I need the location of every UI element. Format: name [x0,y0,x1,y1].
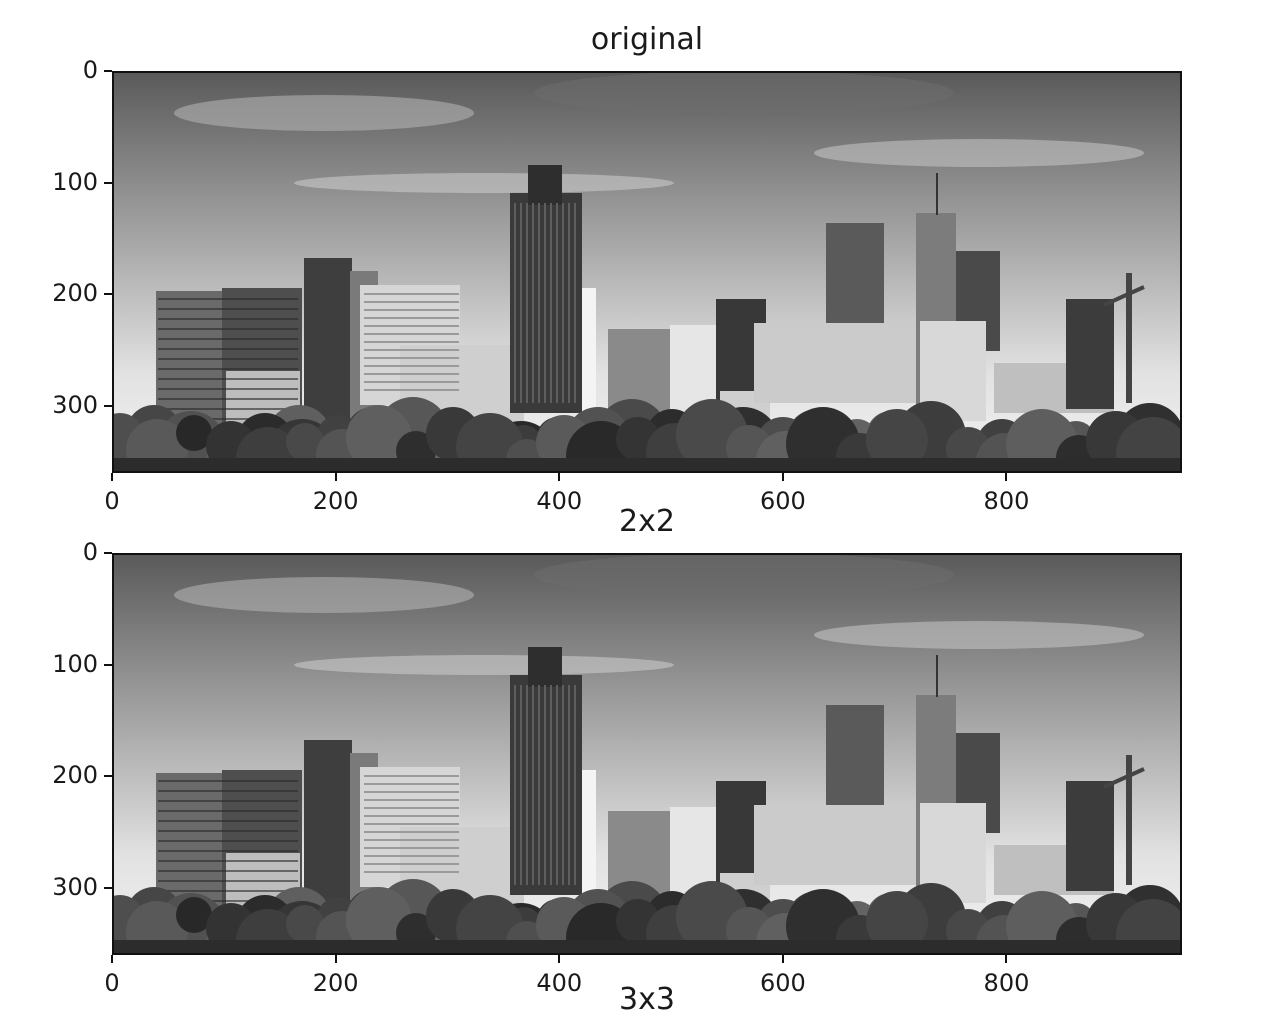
y-tick-label: 0 [82,56,98,84]
y-tick-label: 0 [82,538,98,566]
y-tick-label: 300 [52,391,98,419]
y-tick-label: 100 [52,167,98,196]
y-tick-mark [104,293,112,296]
x-tick-label: 600 [759,487,806,515]
image-axes-2x2 [112,553,1182,955]
x-tick-label: 400 [536,969,583,997]
x-tick-mark [781,473,784,481]
y-tick-mark [104,70,112,72]
x-tick-mark [334,955,337,963]
subplot-title-original: original [590,22,704,57]
x-tick-mark [111,955,113,963]
y-tick-label: 300 [52,873,98,901]
subplot-title-3x3: 3x3 [619,982,675,1017]
grayscale-skyline-image-original [114,73,1180,471]
x-tick-label: 200 [312,487,359,515]
x-tick-label: 800 [983,487,1030,515]
image-axes-original [112,71,1182,473]
x-tick-label: 200 [312,969,359,997]
y-tick-mark [104,663,112,666]
y-tick-mark [104,552,112,554]
grayscale-skyline-image-2x2 [114,555,1180,953]
y-tick-mark [104,887,112,889]
x-tick-label: 0 [104,487,120,515]
y-tick-label: 100 [52,649,98,678]
x-tick-label: 600 [759,969,806,997]
x-tick-mark [558,473,561,481]
subplot-title-2x2: 2x2 [619,504,675,539]
x-tick-label: 400 [536,487,583,515]
x-tick-mark [111,473,113,481]
x-tick-mark [1005,473,1008,481]
y-tick-label: 200 [52,279,98,308]
x-tick-label: 800 [983,969,1030,997]
x-tick-mark [334,473,337,481]
x-tick-label: 0 [104,969,120,997]
x-tick-mark [781,955,784,963]
x-tick-mark [558,955,561,963]
y-tick-mark [104,775,112,778]
y-tick-mark [104,181,112,184]
y-tick-mark [104,405,112,407]
x-tick-mark [1005,955,1008,963]
y-tick-label: 200 [52,761,98,790]
